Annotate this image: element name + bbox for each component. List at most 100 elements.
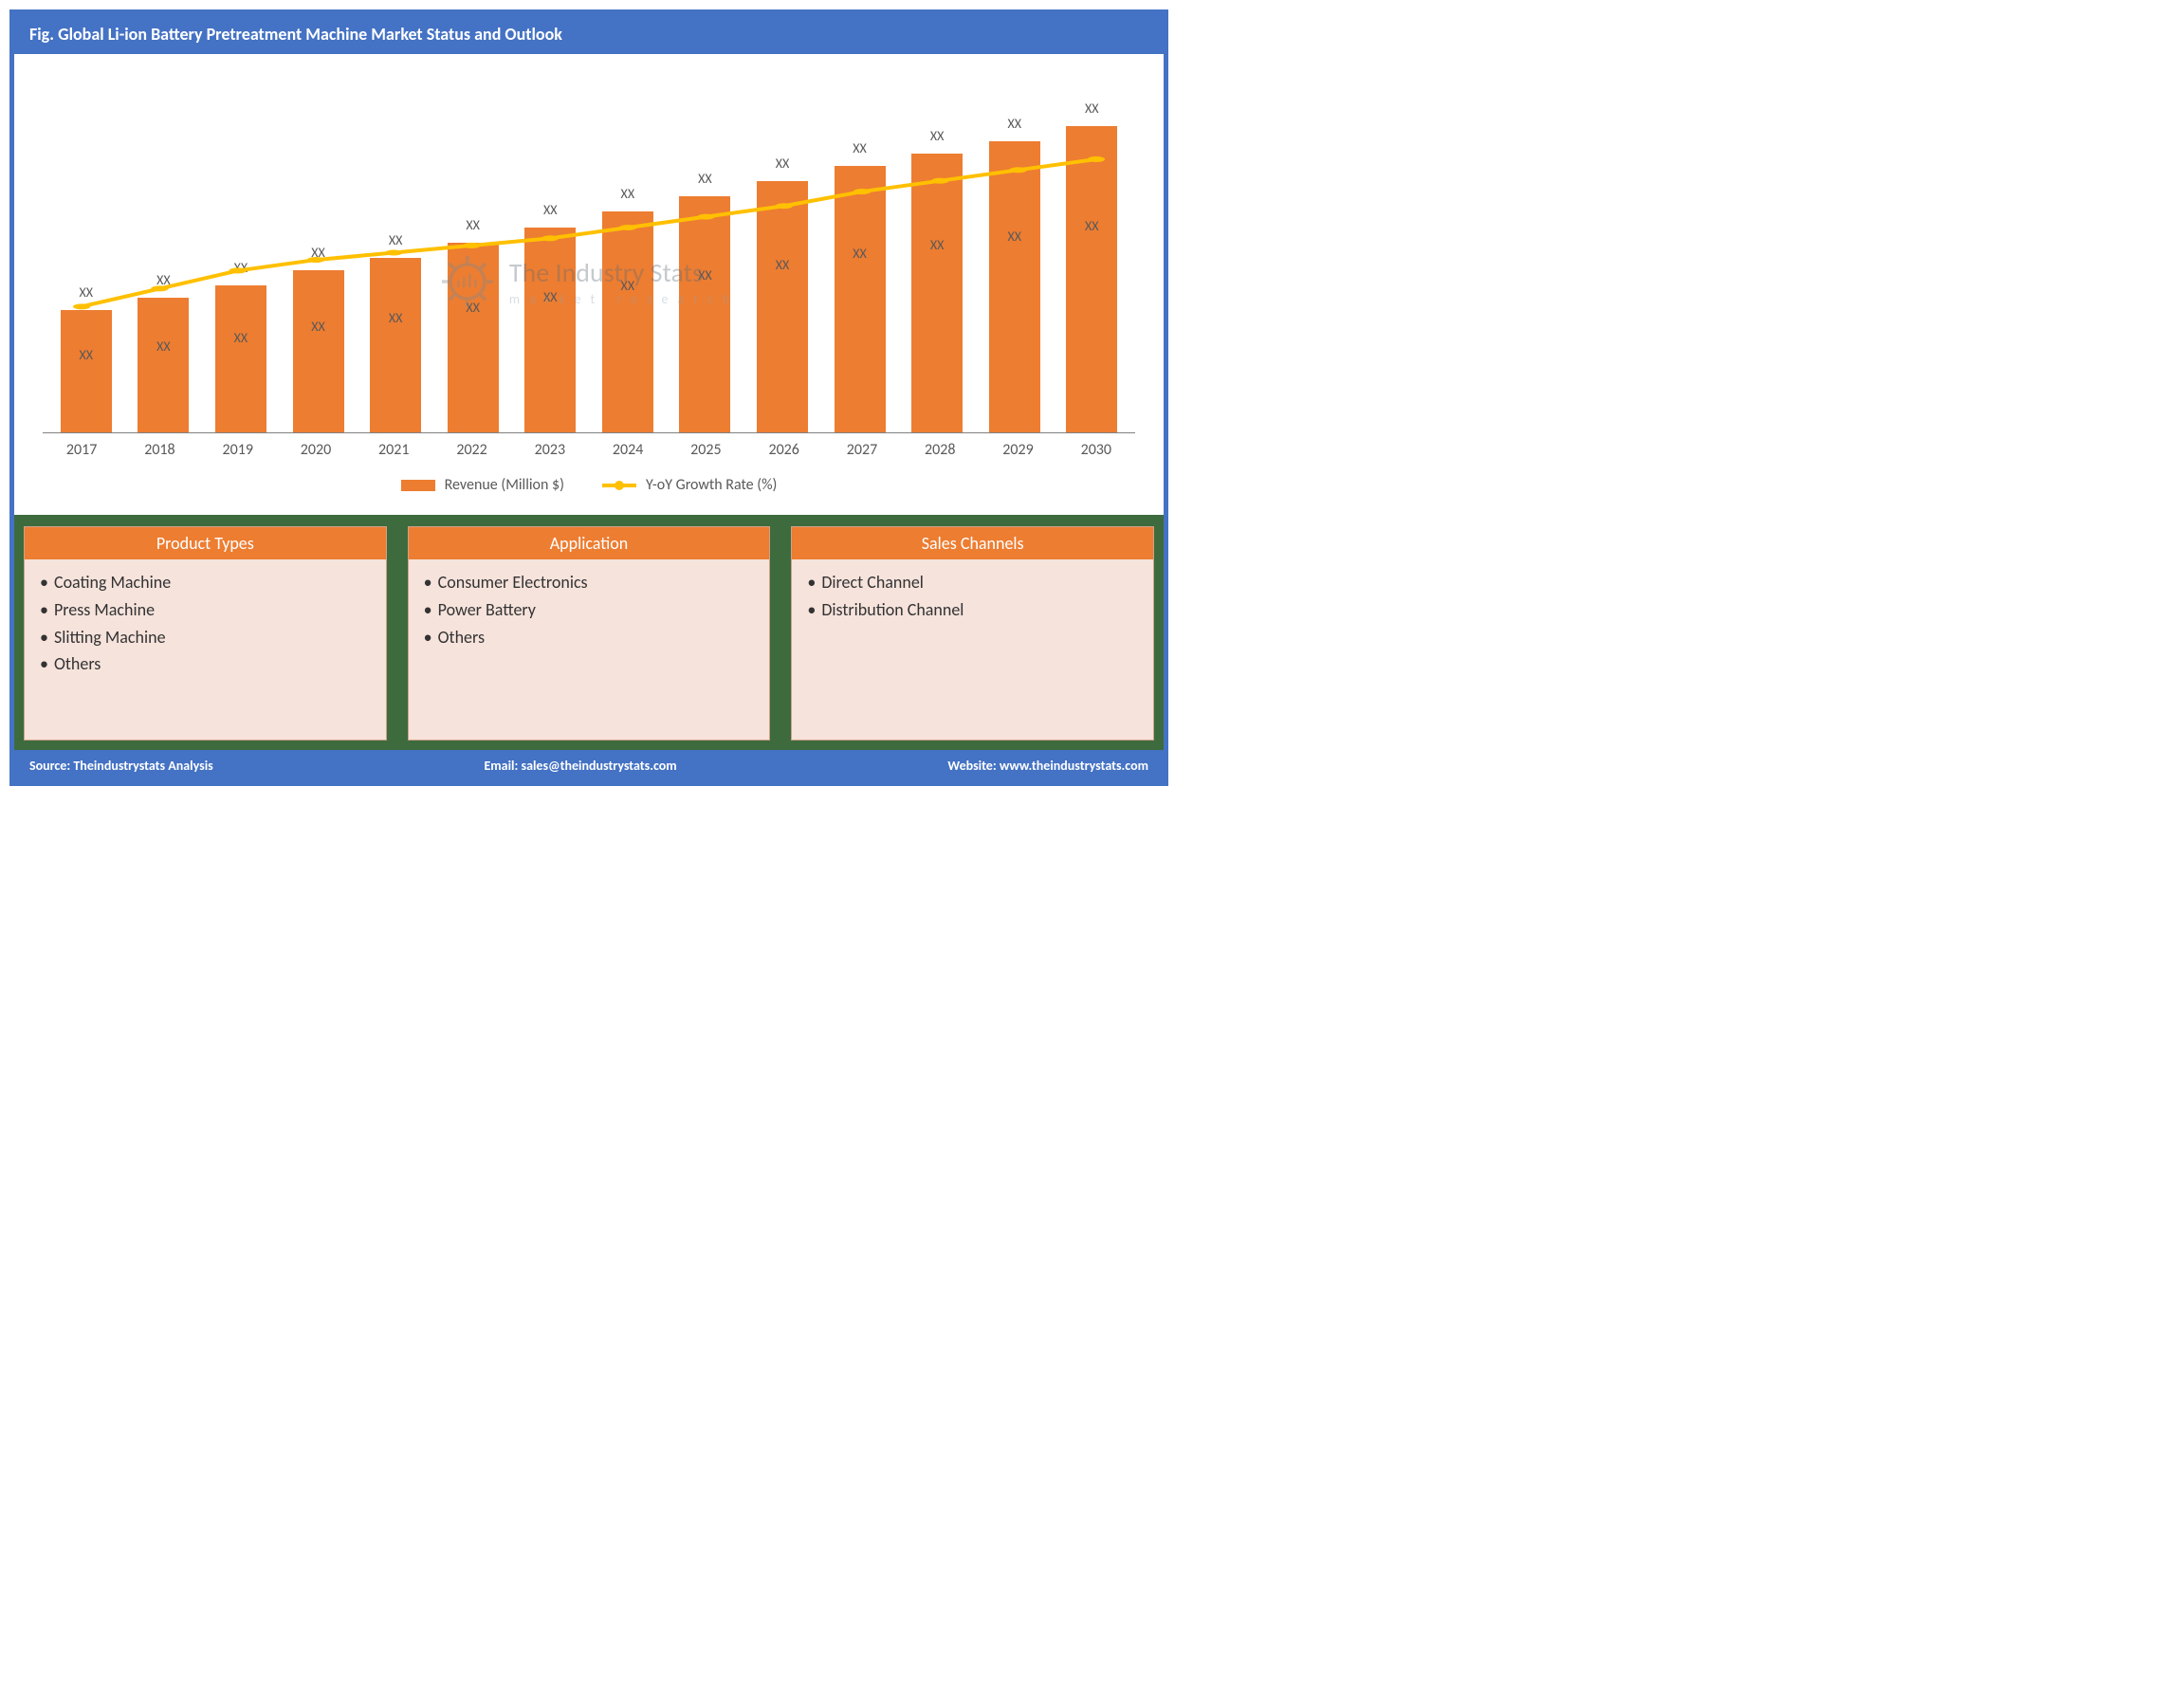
bar-top-label: XX bbox=[80, 284, 94, 301]
figure-title: Fig. Global Li-ion Battery Pretreatment … bbox=[29, 24, 562, 45]
card-list-item: Direct Channel bbox=[807, 569, 1138, 596]
bar-inner-label: XX bbox=[1085, 218, 1099, 234]
bar-slot: XX XX bbox=[821, 73, 899, 432]
bar-slot: XX XX bbox=[47, 73, 125, 432]
revenue-bar: XX bbox=[293, 270, 344, 432]
bar-inner-label: XX bbox=[234, 330, 248, 346]
bar-inner-label: XX bbox=[156, 338, 171, 355]
bar-top-label: XX bbox=[853, 140, 867, 156]
revenue-bar: XX bbox=[757, 181, 808, 432]
bar-inner-label: XX bbox=[1007, 229, 1021, 245]
card-list-item: Coating Machine bbox=[40, 569, 371, 596]
footer-website-value: www.theindustrystats.com bbox=[1000, 758, 1148, 774]
bar-inner-label: XX bbox=[389, 310, 403, 326]
bar-slot: XX XX bbox=[976, 73, 1054, 432]
card-list-item: Others bbox=[40, 650, 371, 678]
bar-slot: XX XX bbox=[357, 73, 434, 432]
bar-top-label: XX bbox=[466, 217, 480, 233]
bar-top-label: XX bbox=[1007, 116, 1021, 132]
bar-top-label: XX bbox=[776, 155, 790, 172]
bar-inner-label: XX bbox=[776, 257, 790, 273]
card-list-item: Consumer Electronics bbox=[424, 569, 755, 596]
bar-slot: XX XX bbox=[743, 73, 821, 432]
bar-slot: XX XX bbox=[898, 73, 976, 432]
revenue-bar: XX bbox=[370, 258, 421, 432]
x-axis-tick: 2024 bbox=[589, 441, 667, 459]
card-list-item: Distribution Channel bbox=[807, 596, 1138, 624]
chart-plot-area: XX XX XX XX XX XX XX XX XX XX XX XX XX XX XX XX XX XX XX XX… bbox=[43, 73, 1135, 433]
category-card: ApplicationConsumer ElectronicsPower Bat… bbox=[408, 526, 771, 741]
x-axis-tick: 2021 bbox=[355, 441, 432, 459]
bar-inner-label: XX bbox=[853, 246, 867, 262]
card-header: Application bbox=[409, 527, 770, 559]
footer-website: Website: www.theindustrystats.com bbox=[947, 758, 1148, 774]
legend-growth-label: Y-oY Growth Rate (%) bbox=[646, 476, 777, 494]
x-axis-tick: 2017 bbox=[43, 441, 120, 459]
legend-growth: Y-oY Growth Rate (%) bbox=[602, 476, 777, 494]
x-axis-tick: 2027 bbox=[823, 441, 901, 459]
bar-top-label: XX bbox=[311, 245, 325, 261]
bar-slot: XX XX bbox=[280, 73, 358, 432]
bar-top-label: XX bbox=[1085, 101, 1099, 117]
revenue-bar: XX bbox=[138, 298, 189, 432]
bar-top-label: XX bbox=[234, 260, 248, 276]
bar-slot: XX XX bbox=[511, 73, 589, 432]
card-body: Direct ChannelDistribution Channel bbox=[792, 559, 1153, 740]
bar-slot: XXXX bbox=[589, 73, 667, 432]
legend-revenue-swatch bbox=[401, 480, 435, 491]
x-axis-tick: 2018 bbox=[120, 441, 198, 459]
bar-inner-label: XX bbox=[543, 289, 558, 305]
card-list-item: Slitting Machine bbox=[40, 624, 371, 651]
x-axis-tick: 2029 bbox=[979, 441, 1056, 459]
card-list-item: Press Machine bbox=[40, 596, 371, 624]
bar-top-label: XX bbox=[930, 128, 945, 144]
revenue-bar: XX bbox=[448, 243, 499, 432]
x-axis-tick: 2023 bbox=[511, 441, 589, 459]
card-header: Product Types bbox=[25, 527, 386, 559]
category-cards-row: Product TypesCoating MachinePress Machin… bbox=[14, 515, 1164, 750]
bar-slot: XX XX bbox=[667, 73, 744, 432]
x-axis-tick: 2022 bbox=[432, 441, 510, 459]
legend-growth-swatch bbox=[602, 484, 636, 487]
card-list-item: Others bbox=[424, 624, 755, 651]
card-body: Consumer ElectronicsPower BatteryOthers bbox=[409, 559, 770, 740]
footer-source: Source: Theindustrystats Analysis bbox=[29, 758, 213, 774]
bar-top-label: XX bbox=[389, 232, 403, 248]
revenue-bar: XX bbox=[1066, 126, 1117, 432]
chart-legend: Revenue (Million $) Y-oY Growth Rate (%) bbox=[33, 459, 1145, 505]
bar-top-label: XX bbox=[698, 171, 712, 187]
chart-panel: XX XX XX XX XX XX XX XX XX XX XX XX XX XX XX XX XX XX XX XX… bbox=[14, 54, 1164, 515]
x-axis-tick: 2028 bbox=[901, 441, 979, 459]
x-axis-tick: 2019 bbox=[199, 441, 277, 459]
revenue-bar: XX bbox=[679, 196, 730, 432]
bar-inner-label: XX bbox=[311, 319, 325, 335]
figure-title-bar: Fig. Global Li-ion Battery Pretreatment … bbox=[14, 14, 1164, 54]
bars-row: XX XX XX XX XX XX XX XX XX XX XX XX XX XX XX XX XX XX XX XX… bbox=[43, 73, 1135, 432]
bar-top-label: XX bbox=[156, 272, 171, 288]
x-axis-labels: 2017201820192020202120222023202420252026… bbox=[43, 441, 1135, 459]
bar-top-label: XX bbox=[543, 202, 558, 218]
bar-inner-label: XX bbox=[930, 237, 945, 253]
x-axis-tick: 2025 bbox=[667, 441, 744, 459]
footer-source-value: Theindustrystats Analysis bbox=[73, 758, 212, 774]
category-card: Sales ChannelsDirect ChannelDistribution… bbox=[791, 526, 1154, 741]
bar-inner-label: XX bbox=[698, 267, 712, 284]
bar-inner-label: XX bbox=[621, 278, 635, 294]
bar-slot: XX XX bbox=[434, 73, 512, 432]
footer-website-label: Website: bbox=[947, 758, 999, 774]
revenue-bar: XX bbox=[602, 211, 653, 432]
revenue-bar: XX bbox=[524, 228, 576, 432]
card-header: Sales Channels bbox=[792, 527, 1153, 559]
category-card: Product TypesCoating MachinePress Machin… bbox=[24, 526, 387, 741]
bar-slot: XX XX bbox=[1054, 73, 1131, 432]
bar-slot: XX XX bbox=[202, 73, 280, 432]
bar-inner-label: XX bbox=[466, 300, 480, 316]
revenue-bar: XX bbox=[989, 141, 1040, 432]
card-body: Coating MachinePress MachineSlitting Mac… bbox=[25, 559, 386, 740]
revenue-bar: XX bbox=[215, 285, 266, 432]
bar-inner-label: XX bbox=[80, 347, 94, 363]
footer-email-label: Email: bbox=[484, 758, 521, 774]
footer-email-value: sales@theindustrystats.com bbox=[521, 758, 676, 774]
revenue-bar: XX bbox=[835, 166, 886, 432]
x-axis-tick: 2030 bbox=[1057, 441, 1135, 459]
